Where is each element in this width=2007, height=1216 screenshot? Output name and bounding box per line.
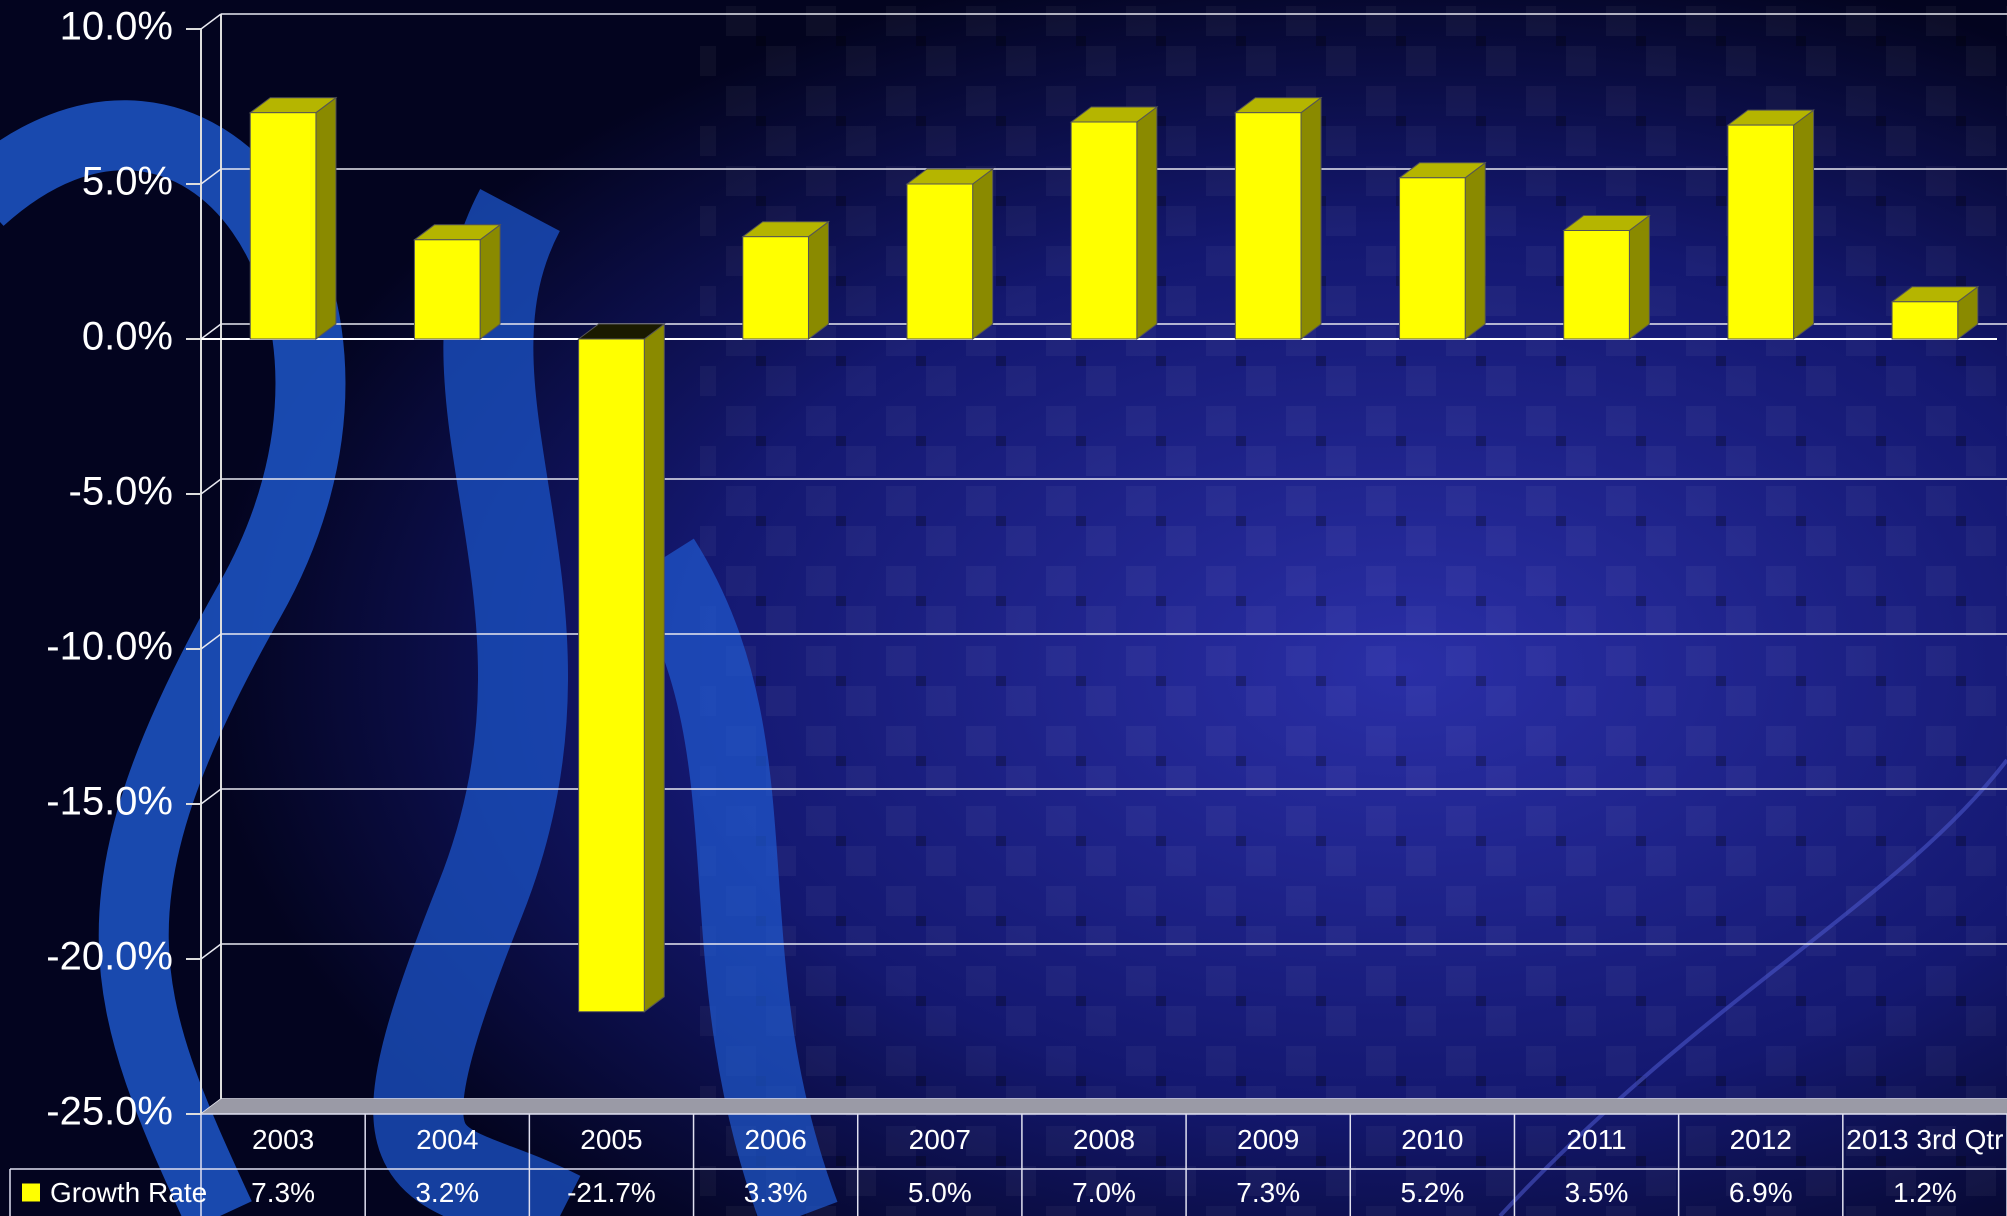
y-tick-label: -20.0% bbox=[46, 935, 173, 979]
table-value: 6.9% bbox=[1729, 1177, 1793, 1208]
bar-side bbox=[1300, 96, 1322, 340]
bar bbox=[1891, 301, 1959, 340]
x-tick-label: 2004 bbox=[416, 1124, 478, 1155]
grid-diagonal bbox=[200, 788, 222, 805]
bar bbox=[578, 338, 645, 1013]
x-tick-label: 2007 bbox=[909, 1124, 971, 1155]
x-tick-label: 2013 3rd Qtr bbox=[1846, 1124, 2003, 1155]
bar bbox=[413, 239, 481, 340]
x-tick-label: 2003 bbox=[252, 1124, 314, 1155]
bar-side bbox=[1464, 161, 1486, 340]
bar bbox=[1070, 121, 1138, 340]
table-value: 3.3% bbox=[744, 1177, 808, 1208]
x-tick-label: 2010 bbox=[1401, 1124, 1463, 1155]
y-tick-label: -5.0% bbox=[69, 470, 174, 514]
y-tick-label: 0.0% bbox=[82, 315, 173, 359]
bar bbox=[906, 183, 974, 340]
floor bbox=[201, 1099, 2007, 1114]
bar bbox=[1727, 124, 1795, 340]
grid-diagonal bbox=[200, 13, 222, 30]
bar bbox=[1563, 230, 1630, 340]
table-value: 7.0% bbox=[1072, 1177, 1136, 1208]
x-tick-label: 2012 bbox=[1730, 1124, 1792, 1155]
x-tick-label: 2006 bbox=[744, 1124, 806, 1155]
grid-diagonal bbox=[200, 323, 222, 340]
grid-diagonal bbox=[200, 168, 222, 185]
table-value: 5.0% bbox=[908, 1177, 972, 1208]
bar-side bbox=[643, 323, 665, 1013]
grid-diagonal bbox=[200, 478, 222, 495]
y-tick-label: 5.0% bbox=[82, 160, 173, 204]
legend-label: Growth Rate bbox=[50, 1177, 207, 1208]
bar-side bbox=[807, 220, 829, 340]
bar-side bbox=[1628, 214, 1650, 340]
bar-side bbox=[1136, 106, 1158, 340]
y-tick-label: -25.0% bbox=[46, 1090, 173, 1134]
table-value: 5.2% bbox=[1400, 1177, 1464, 1208]
legend-swatch bbox=[22, 1183, 40, 1202]
y-tick-label: -10.0% bbox=[46, 625, 173, 669]
bar bbox=[1234, 112, 1302, 340]
bar bbox=[249, 112, 317, 340]
x-tick-label: 2011 bbox=[1566, 1124, 1626, 1155]
x-tick-label: 2008 bbox=[1073, 1124, 1135, 1155]
table-value: 7.3% bbox=[251, 1177, 315, 1208]
bar-side bbox=[1793, 109, 1815, 340]
bar-side bbox=[972, 168, 994, 340]
table-value: 3.5% bbox=[1565, 1177, 1629, 1208]
y-tick-label: -15.0% bbox=[46, 780, 173, 824]
bar bbox=[1399, 177, 1466, 340]
y-tick-label: 10.0% bbox=[60, 5, 173, 49]
x-tick-label: 2009 bbox=[1237, 1124, 1299, 1155]
grid-diagonal bbox=[200, 943, 222, 960]
table-value: 7.3% bbox=[1236, 1177, 1300, 1208]
table-value: -21.7% bbox=[567, 1177, 656, 1208]
x-tick-label: 2005 bbox=[580, 1124, 642, 1155]
bar bbox=[742, 236, 809, 340]
bar-side bbox=[315, 96, 337, 340]
table-value: 1.2% bbox=[1893, 1177, 1957, 1208]
bar-side bbox=[479, 223, 501, 340]
table-value: 3.2% bbox=[415, 1177, 479, 1208]
grid-diagonal bbox=[200, 633, 222, 650]
